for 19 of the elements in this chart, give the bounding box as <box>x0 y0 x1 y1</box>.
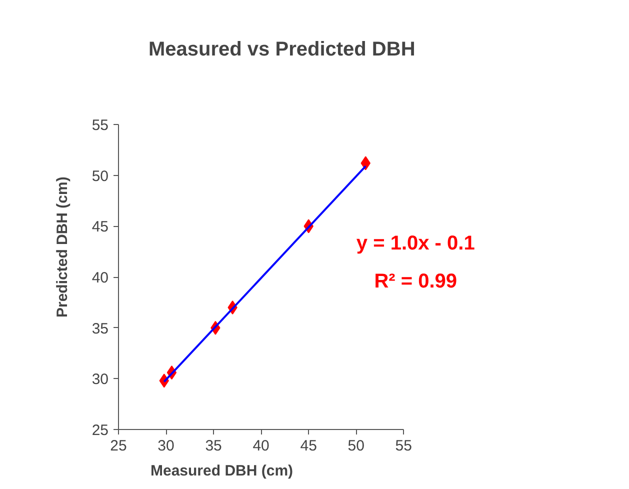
y-tick-label: 45 <box>92 218 109 236</box>
chart-title: Measured vs Predicted DBH <box>148 38 416 60</box>
y-axis-title: Predicted DBH (cm) <box>54 176 71 318</box>
x-tick-label: 45 <box>300 438 317 454</box>
x-tick-label: 50 <box>348 438 364 454</box>
x-tick-label: 35 <box>205 438 222 454</box>
y-tick-label: 40 <box>92 270 109 287</box>
y-tick-label: 25 <box>92 422 109 439</box>
x-tick-label: 40 <box>252 438 270 454</box>
y-tick-label: 55 <box>92 117 109 134</box>
y-tick-label: 35 <box>92 320 109 338</box>
x-tick-label: 30 <box>158 438 174 454</box>
annotation: y = 1.0x - 0.1 <box>356 232 475 254</box>
x-axis-title: Measured DBH (cm) <box>150 462 294 480</box>
x-tick-label: 55 <box>395 438 412 454</box>
y-tick-label: 50 <box>92 168 109 185</box>
annotation: R² = 0.99 <box>374 270 458 293</box>
x-tick-label: 25 <box>110 438 127 454</box>
y-tick-label: 30 <box>92 371 109 388</box>
